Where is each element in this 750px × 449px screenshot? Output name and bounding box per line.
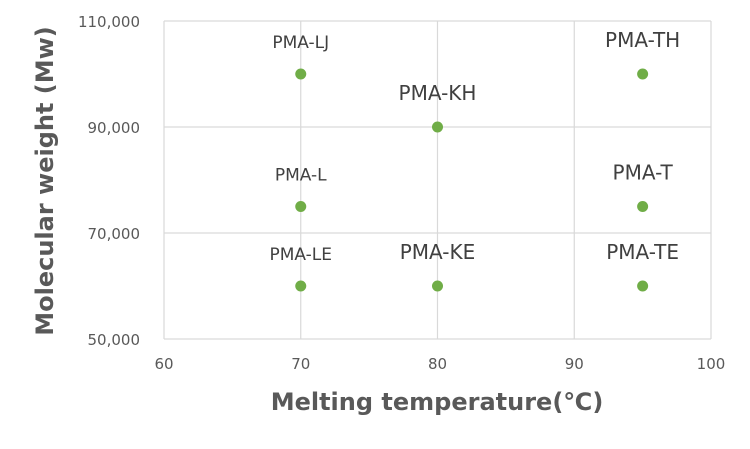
x-axis-ticks: 60 70 80 90 100 <box>154 355 725 373</box>
data-label: PMA-LE <box>269 245 332 265</box>
data-point <box>637 280 649 292</box>
data-point <box>295 201 307 212</box>
y-tick-label: 90,000 <box>88 119 141 137</box>
data-label: PMA-TH <box>605 28 680 52</box>
x-tick-label: 100 <box>697 355 726 373</box>
data-point <box>432 280 443 292</box>
x-axis-title: Melting temperature(℃) <box>271 388 604 416</box>
y-axis-ticks: 50,000 70,000 90,000 110,000 <box>78 13 140 349</box>
data-point <box>295 68 307 80</box>
data-label: PMA-L <box>275 166 327 186</box>
data-label: PMA-T <box>613 161 674 185</box>
data-label: PMA-KE <box>400 240 476 264</box>
y-tick-label: 50,000 <box>88 331 141 349</box>
data-label: PMA-LJ <box>272 33 329 53</box>
x-tick-label: 80 <box>428 355 447 373</box>
data-point <box>637 68 649 80</box>
x-tick-label: 60 <box>154 355 173 373</box>
y-tick-label: 110,000 <box>78 13 140 31</box>
data-point <box>432 121 443 133</box>
data-label: PMA-TE <box>606 240 679 264</box>
data-label: PMA-KH <box>399 81 477 105</box>
data-labels: PMA-LJ PMA-L PMA-LE PMA-KH PMA-KE PMA-TH PMA-T… <box>269 28 680 265</box>
y-axis-title: Molecular weight (Mw) <box>31 26 59 336</box>
x-tick-label: 90 <box>565 355 584 373</box>
data-point <box>637 201 649 212</box>
y-tick-label: 70,000 <box>88 225 141 243</box>
data-point <box>295 280 307 292</box>
x-tick-label: 70 <box>291 355 310 373</box>
data-points <box>295 68 649 292</box>
